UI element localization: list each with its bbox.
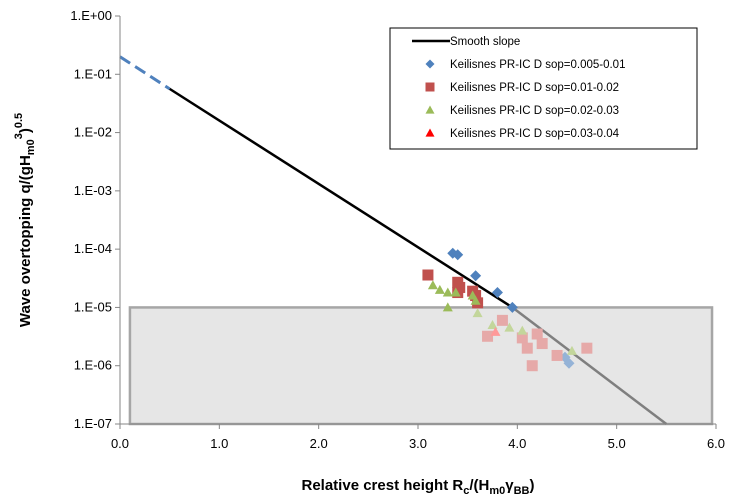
y-tick-label: 1.E-04 [74,241,112,256]
y-tick-label: 1.E+00 [70,8,112,23]
y-tick-label: 1.E-01 [74,66,112,81]
legend-marker-series-2 [425,82,435,92]
legend-marker-series-3 [425,105,435,114]
data-point-series-1 [563,357,575,369]
x-tick-label: 2.0 [310,436,328,451]
data-point-series-2 [581,342,593,354]
data-point-series-2 [521,342,533,354]
legend-box [389,27,698,150]
data-point-series-3 [442,287,453,297]
legend-label-smooth-slope: Smooth slope [450,36,520,48]
legend-label-series-4: Keilisnes PR-IC D sop=0.03-0.04 [450,128,620,140]
y-tick-label: 1.E-05 [74,299,112,314]
data-point-series-2 [470,290,482,302]
data-point-series-3 [442,302,453,312]
data-point-series-3 [470,295,481,305]
x-tick-label: 5.0 [608,436,626,451]
data-point-series-1 [452,249,464,261]
legend-label-series-1: Keilisnes PR-IC D sop=0.005-0.01 [450,59,625,71]
data-point-series-2 [526,360,538,372]
x-tick-label: 6.0 [707,436,725,451]
legend-label-series-3: Keilisnes PR-IC D sop=0.02-0.03 [450,105,619,117]
data-point-series-3 [450,287,461,297]
legend-label-series-2: Keilisnes PR-IC D sop=0.01-0.02 [450,82,619,94]
x-axis-title-sub1: c [463,485,469,497]
data-point-series-3 [517,325,528,335]
data-point-series-4 [490,326,501,336]
data-point-series-2 [516,332,528,344]
data-point-series-3 [487,319,498,329]
data-point-series-3 [427,280,438,290]
data-point-series-2 [551,349,563,361]
x-tick-label: 1.0 [210,436,228,451]
smooth-slope-line [168,87,514,309]
smooth-slope-faded-extension [511,306,668,425]
data-point-series-2 [422,269,434,281]
data-point-series-2 [536,338,548,350]
data-point-series-2 [482,330,494,342]
y-tick-label: 1.E-02 [74,125,112,140]
x-tick-label: 3.0 [409,436,427,451]
y-axis-title: Wave overtopping q/(gHm03)0.5 [13,113,37,327]
data-point-series-2 [496,314,508,326]
x-axis-title: Relative crest height Rc/(Hm0γBB) [302,477,535,497]
data-point-series-3 [434,284,445,294]
legend-marker-series-4 [425,128,435,137]
data-point-series-1 [491,287,503,299]
data-point-series-1 [470,270,482,282]
legend: Smooth slope Keilisnes PR-IC D sop=0.005-… [389,27,698,150]
data-point-series-1 [506,301,518,313]
x-tick-label: 0.0 [111,436,129,451]
y-tick-label: 1.E-07 [74,416,112,431]
shaded-region [128,306,714,426]
y-tick-label: 1.E-06 [74,358,112,373]
x-tick-label: 4.0 [508,436,526,451]
data-point-series-3 [472,308,483,318]
data-point-series-3 [504,322,515,332]
legend-marker-series-1 [425,59,435,69]
data-point-series-2 [531,328,543,340]
y-tick-label: 1.E-03 [74,183,112,198]
data-point-series-3 [566,345,577,355]
smooth-slope-dashed-extension [119,55,171,91]
